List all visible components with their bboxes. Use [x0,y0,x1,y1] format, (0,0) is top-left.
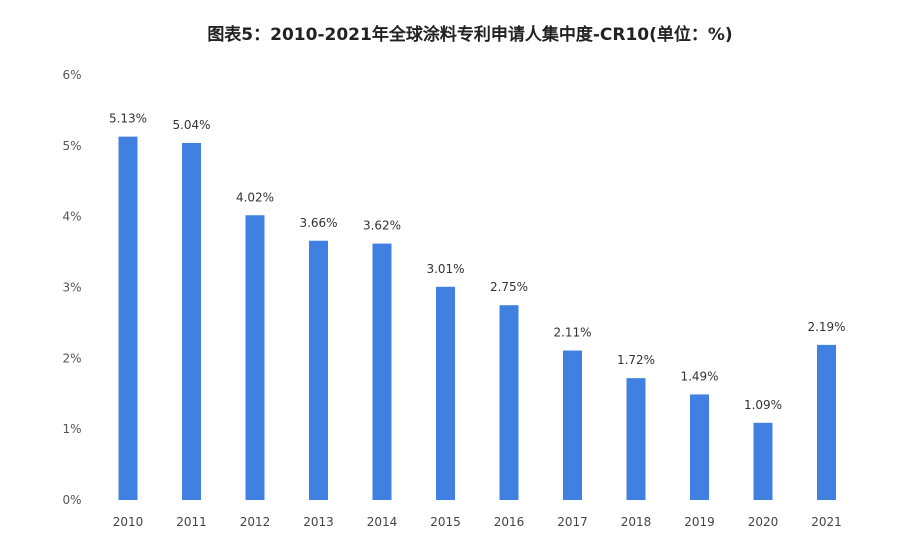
bar-2017 [563,350,582,500]
bar-2021 [817,344,836,500]
data-label: 2.19% [807,320,845,334]
y-tick-label: 0% [62,493,81,507]
data-label: 3.62% [363,219,401,233]
data-label: 4.02% [236,190,274,204]
chart-title: 图表5：2010-2021年全球涂料专利申请人集中度-CR10(单位：%) [207,25,733,45]
y-tick-label: 5% [62,139,81,153]
data-label: 1.09% [744,398,782,412]
x-tick-label: 2016 [494,515,525,529]
x-tick-label: 2012 [240,515,271,529]
bar-2011 [182,143,201,500]
bar-2012 [245,215,265,500]
x-tick-label: 2019 [684,515,715,529]
x-tick-label: 2011 [176,515,207,529]
bar-2018 [626,378,646,500]
data-label: 2.11% [553,326,591,340]
x-tick-label: 2020 [748,515,779,529]
data-label: 1.49% [680,369,718,383]
data-label: 1.72% [617,353,655,367]
x-tick-label: 2017 [557,515,588,529]
bar-2019 [690,394,709,500]
bar-2020 [753,422,773,500]
bar-2014 [372,243,392,501]
x-tick-label: 2015 [430,515,461,529]
data-label: 5.13% [109,112,147,126]
x-tick-label: 2021 [811,515,842,529]
x-tick-label: 2014 [367,515,398,529]
y-tick-label: 1% [62,422,81,436]
data-label: 5.04% [172,118,210,132]
data-label: 3.01% [426,262,464,276]
x-tick-label: 2010 [113,515,144,529]
data-label: 3.66% [299,216,337,230]
bar-2016 [499,305,519,500]
bar-2010 [118,136,138,500]
bar-2013 [309,240,328,500]
data-label: 2.75% [490,280,528,294]
y-tick-label: 3% [62,281,81,295]
y-tick-label: 4% [62,210,81,224]
bar-2015 [436,286,455,500]
y-tick-label: 2% [62,351,81,365]
y-tick-label: 6% [62,68,81,82]
x-tick-label: 2018 [621,515,652,529]
x-tick-label: 2013 [303,515,334,529]
